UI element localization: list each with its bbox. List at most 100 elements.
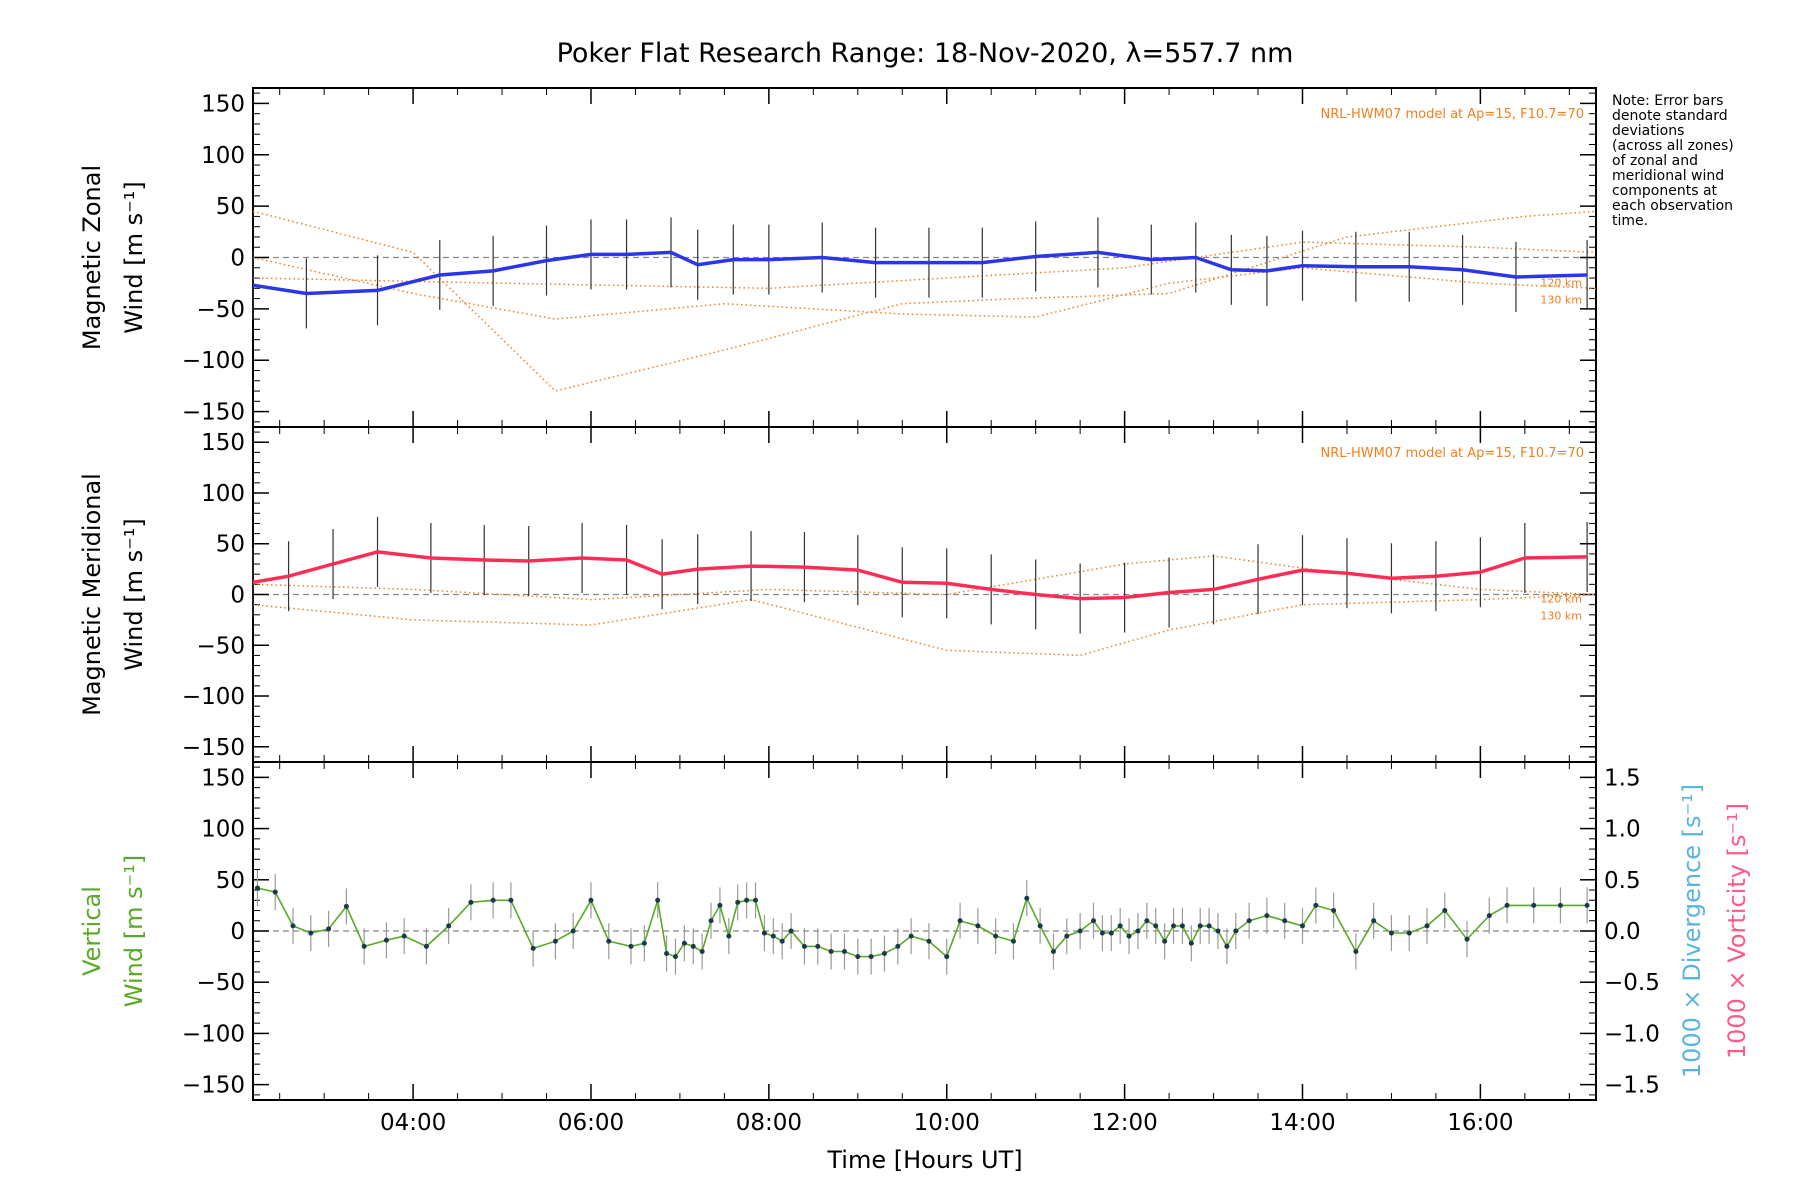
series-point bbox=[1313, 902, 1319, 908]
series-point bbox=[468, 899, 474, 905]
y-tick-label: −100 bbox=[182, 684, 245, 710]
series-line bbox=[252, 250, 1588, 296]
series-point bbox=[1442, 908, 1448, 914]
x-tick-label: 06:00 bbox=[558, 1110, 624, 1136]
series-point bbox=[570, 928, 576, 934]
series-point bbox=[841, 948, 847, 954]
series-point bbox=[1371, 918, 1377, 924]
note-line: deviations bbox=[1612, 123, 1684, 139]
y-tick-label: −100 bbox=[182, 1021, 245, 1047]
series-point bbox=[1388, 930, 1394, 936]
series-point bbox=[1024, 895, 1030, 901]
series-point bbox=[1117, 923, 1123, 929]
series-point bbox=[1424, 923, 1430, 929]
series-point bbox=[944, 954, 950, 960]
chart-title: Poker Flat Research Range: 18-Nov-2020, … bbox=[557, 38, 1294, 69]
series-point bbox=[868, 954, 874, 960]
series-point bbox=[744, 897, 750, 903]
series-point bbox=[1282, 918, 1288, 924]
y-tick-label: 150 bbox=[201, 91, 245, 117]
vorticity-axis-label: 1000 × Vorticity [s⁻¹] bbox=[1723, 803, 1751, 1059]
note-line: components at bbox=[1612, 183, 1718, 199]
y-axis-label-line1: Magnetic Zonal bbox=[78, 165, 106, 350]
series-point bbox=[881, 951, 887, 957]
series-point bbox=[717, 902, 723, 908]
series-point bbox=[957, 918, 963, 924]
series-point bbox=[672, 954, 678, 960]
x-tick-label: 16:00 bbox=[1447, 1110, 1513, 1136]
y-axis-label-line1: Vertical bbox=[78, 886, 106, 976]
series-point bbox=[801, 943, 807, 949]
series-point bbox=[699, 948, 705, 954]
series-point bbox=[1504, 902, 1510, 908]
note-line: time. bbox=[1612, 213, 1648, 229]
model-line bbox=[252, 593, 1597, 657]
series-point bbox=[1557, 902, 1563, 908]
model-line bbox=[252, 210, 1597, 392]
y-tick-label: 0 bbox=[230, 583, 245, 609]
series-point bbox=[895, 943, 901, 949]
series-point bbox=[446, 923, 452, 929]
series-point bbox=[690, 943, 696, 949]
series-point bbox=[761, 930, 767, 936]
y-axis-label-line2: Wind [m s⁻¹] bbox=[120, 181, 148, 333]
model-label: NRL-HWM07 model at Ap=15, F10.7=70 bbox=[1321, 107, 1585, 122]
y-tick-label: −150 bbox=[182, 735, 245, 761]
series-point bbox=[993, 933, 999, 939]
series-line bbox=[252, 550, 1588, 601]
note-line: of zonal and bbox=[1612, 153, 1698, 169]
series-point bbox=[1224, 943, 1230, 949]
y-tick-label: 150 bbox=[201, 430, 245, 456]
series-point bbox=[815, 943, 821, 949]
x-tick-label: 08:00 bbox=[736, 1110, 802, 1136]
y-tick-label: 100 bbox=[201, 817, 245, 843]
series-point bbox=[1531, 902, 1537, 908]
x-tick-label: 04:00 bbox=[380, 1110, 446, 1136]
y-tick-label: −150 bbox=[182, 1073, 245, 1099]
series-point bbox=[726, 933, 732, 939]
series-point bbox=[343, 903, 349, 909]
right-tick-label: 1.5 bbox=[1604, 765, 1641, 791]
series-point bbox=[1099, 930, 1105, 936]
series-point bbox=[254, 885, 260, 891]
series-point bbox=[361, 943, 367, 949]
y-tick-label: 50 bbox=[216, 868, 245, 894]
right-tick-label: 0.0 bbox=[1604, 919, 1641, 945]
x-tick-label: 12:00 bbox=[1091, 1110, 1157, 1136]
x-tick-label: 10:00 bbox=[914, 1110, 980, 1136]
series-point bbox=[1050, 948, 1056, 954]
note-line: meridional wind bbox=[1612, 168, 1724, 184]
right-tick-label: −1.0 bbox=[1604, 1021, 1660, 1047]
model-km-label: 130 km bbox=[1540, 293, 1582, 306]
model-line bbox=[252, 555, 1597, 601]
series-point bbox=[530, 945, 536, 951]
series-point bbox=[490, 897, 496, 903]
series-point bbox=[1162, 938, 1168, 944]
divergence-axis-label: 1000 × Divergence [s⁻¹] bbox=[1678, 784, 1706, 1078]
panel-meridional: 150 100 50 0 −50 −100 −150 Magnetic Meridional W… bbox=[78, 426, 1597, 763]
y-tick-label: 100 bbox=[201, 143, 245, 169]
note-line: denote standard bbox=[1612, 108, 1728, 124]
series-point bbox=[1233, 928, 1239, 934]
series-point bbox=[508, 897, 514, 903]
series-point bbox=[1264, 913, 1270, 919]
model-label: NRL-HWM07 model at Ap=15, F10.7=70 bbox=[1321, 446, 1585, 461]
series-point bbox=[1126, 933, 1132, 939]
series-point bbox=[855, 954, 861, 960]
y-tick-label: −50 bbox=[196, 970, 245, 996]
series-point bbox=[1331, 908, 1337, 914]
series-point bbox=[1464, 936, 1470, 942]
series-point bbox=[1246, 918, 1252, 924]
series-point bbox=[681, 940, 687, 946]
series-point bbox=[1188, 940, 1194, 946]
series-point bbox=[655, 897, 661, 903]
series-point bbox=[606, 938, 612, 944]
right-tick-label: −0.5 bbox=[1604, 970, 1660, 996]
series-point bbox=[272, 889, 278, 895]
right-tick-label: 1.0 bbox=[1604, 817, 1641, 843]
series-point bbox=[1077, 928, 1083, 934]
y-tick-label: 50 bbox=[216, 532, 245, 558]
y-axis-label-line2: Wind [m s⁻¹] bbox=[120, 855, 148, 1007]
y-tick-label: 0 bbox=[230, 919, 245, 945]
